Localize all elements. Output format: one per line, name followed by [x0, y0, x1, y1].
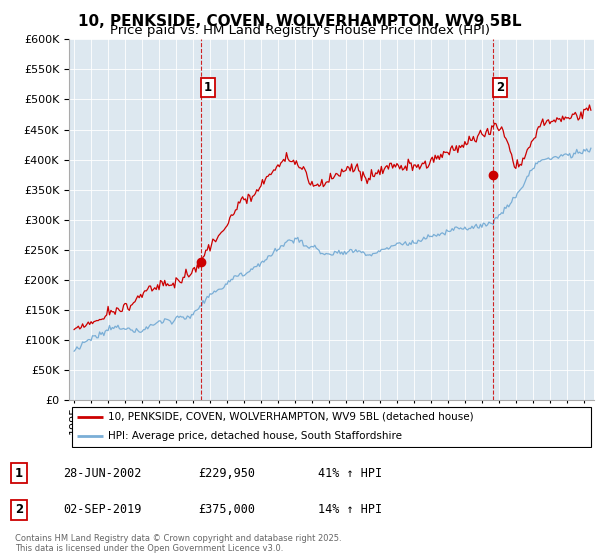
Text: 2: 2 [496, 81, 504, 94]
Text: 10, PENKSIDE, COVEN, WOLVERHAMPTON, WV9 5BL (detached house): 10, PENKSIDE, COVEN, WOLVERHAMPTON, WV9 … [109, 412, 474, 422]
Text: Price paid vs. HM Land Registry's House Price Index (HPI): Price paid vs. HM Land Registry's House … [110, 24, 490, 37]
Text: 10, PENKSIDE, COVEN, WOLVERHAMPTON, WV9 5BL: 10, PENKSIDE, COVEN, WOLVERHAMPTON, WV9 … [78, 14, 522, 29]
Text: 02-SEP-2019: 02-SEP-2019 [63, 503, 142, 516]
Text: 2: 2 [15, 503, 23, 516]
FancyBboxPatch shape [71, 407, 592, 447]
Text: 1: 1 [15, 466, 23, 480]
Text: £229,950: £229,950 [198, 466, 255, 480]
Text: HPI: Average price, detached house, South Staffordshire: HPI: Average price, detached house, Sout… [109, 431, 403, 441]
Text: £375,000: £375,000 [198, 503, 255, 516]
Text: 28-JUN-2002: 28-JUN-2002 [63, 466, 142, 480]
Text: 41% ↑ HPI: 41% ↑ HPI [318, 466, 382, 480]
Text: 14% ↑ HPI: 14% ↑ HPI [318, 503, 382, 516]
Text: 1: 1 [204, 81, 212, 94]
Text: Contains HM Land Registry data © Crown copyright and database right 2025.
This d: Contains HM Land Registry data © Crown c… [15, 534, 341, 553]
